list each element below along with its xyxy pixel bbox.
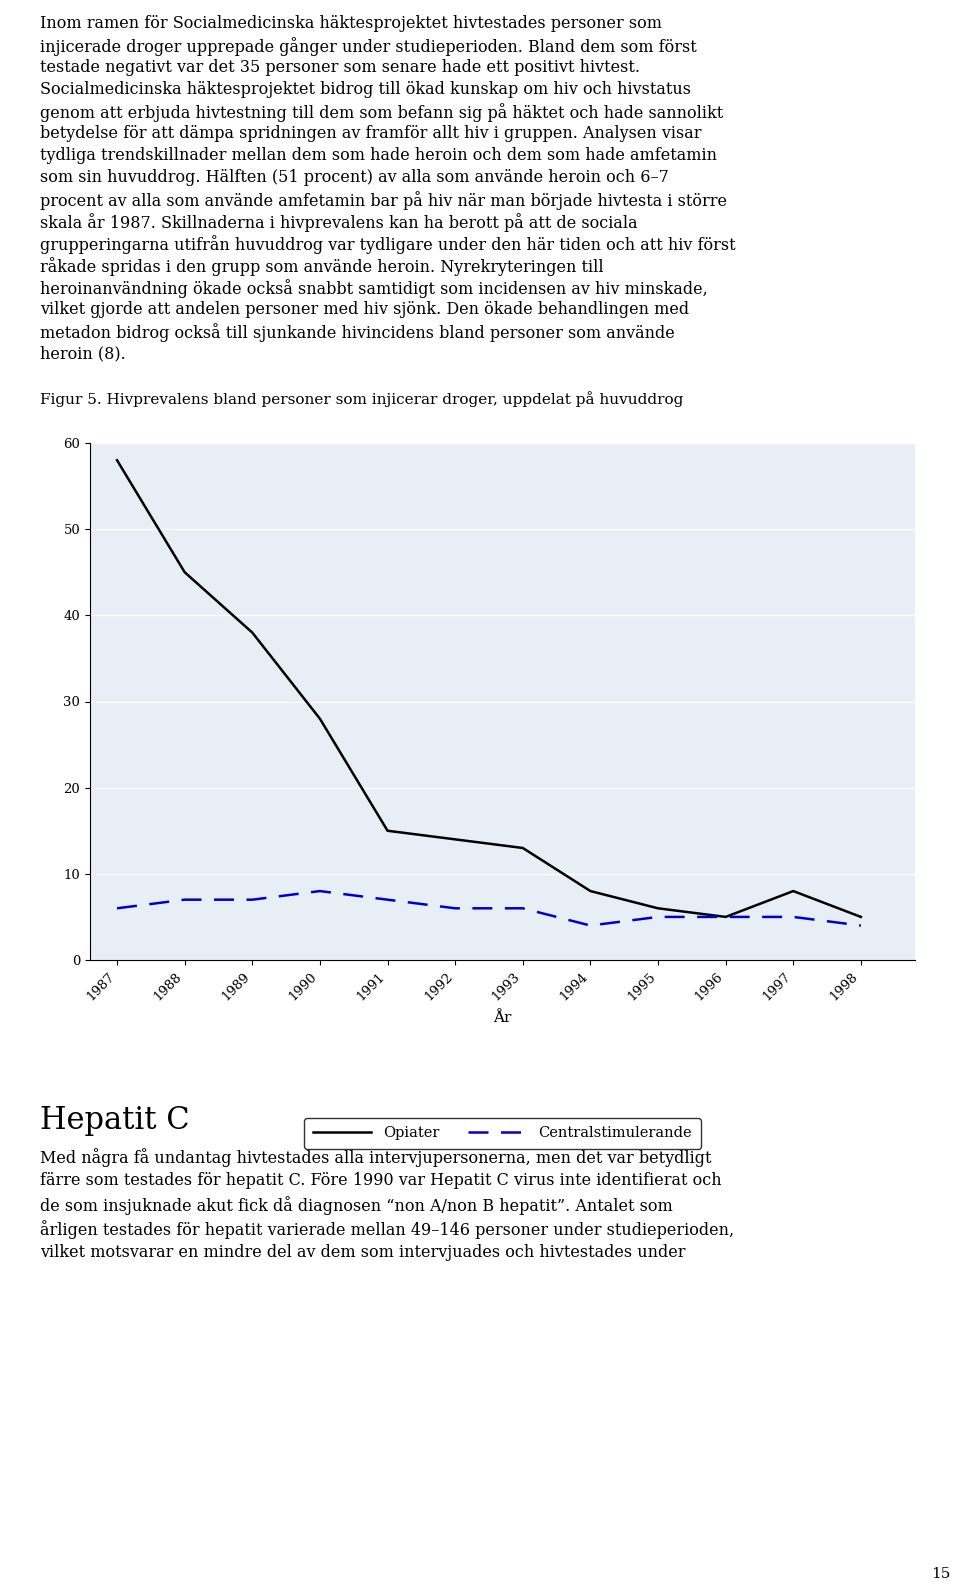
Text: tydliga trendskillnader mellan dem som hade heroin och dem som hade amfetamin: tydliga trendskillnader mellan dem som h… [40,147,717,164]
Text: betydelse för att dämpa spridningen av framför allt hiv i gruppen. Analysen visa: betydelse för att dämpa spridningen av f… [40,124,702,142]
Text: heroin (8).: heroin (8). [40,345,126,362]
Text: Inom ramen för Socialmedicinska häktesprojektet hivtestades personer som: Inom ramen för Socialmedicinska häktespr… [40,14,662,32]
Text: Figur 5. Hivprevalens bland personer som injicerar droger, uppdelat på huvuddrog: Figur 5. Hivprevalens bland personer som… [40,391,684,407]
Text: som sin huvuddrog. Hälften (51 procent) av alla som använde heroin och 6–7: som sin huvuddrog. Hälften (51 procent) … [40,169,669,187]
Text: årligen testades för hepatit varierade mellan 49–146 personer under studieperiod: årligen testades för hepatit varierade m… [40,1219,734,1238]
Text: genom att erbjuda hivtestning till dem som befann sig på häktet och hade sannoli: genom att erbjuda hivtestning till dem s… [40,104,723,121]
Text: procent av alla som använde amfetamin bar på hiv när man började hivtesta i stör: procent av alla som använde amfetamin ba… [40,192,727,211]
Text: metadon bidrog också till sjunkande hivincidens bland personer som använde: metadon bidrog också till sjunkande hivi… [40,322,675,342]
Text: Med några få undantag hivtestades alla intervjupersonerna, men det var betydligt: Med några få undantag hivtestades alla i… [40,1148,711,1167]
Text: testade negativt var det 35 personer som senare hade ett positivt hivtest.: testade negativt var det 35 personer som… [40,59,640,77]
Text: heroinanvändning ökade också snabbt samtidigt som incidensen av hiv minskade,: heroinanvändning ökade också snabbt samt… [40,279,708,298]
Text: färre som testades för hepatit C. Före 1990 var Hepatit C virus inte identifiera: färre som testades för hepatit C. Före 1… [40,1171,722,1189]
Text: de som insjuknade akut fick då diagnosen “non A/non B hepatit”. Antalet som: de som insjuknade akut fick då diagnosen… [40,1195,673,1215]
Text: råkade spridas i den grupp som använde heroin. Nyrekryteringen till: råkade spridas i den grupp som använde h… [40,257,604,276]
Text: injicerade droger upprepade gånger under studieperioden. Bland dem som först: injicerade droger upprepade gånger under… [40,37,697,56]
Text: 15: 15 [931,1567,950,1580]
Text: skala år 1987. Skillnaderna i hivprevalens kan ha berott på att de sociala: skala år 1987. Skillnaderna i hivprevale… [40,212,637,231]
Text: vilket gjorde att andelen personer med hiv sjönk. Den ökade behandlingen med: vilket gjorde att andelen personer med h… [40,302,689,318]
X-axis label: År: År [493,1012,512,1025]
Text: vilket motsvarar en mindre del av dem som intervjuades och hivtestades under: vilket motsvarar en mindre del av dem so… [40,1243,685,1261]
Legend: Opiater, Centralstimulerande: Opiater, Centralstimulerande [304,1117,701,1149]
Text: Hepatit C: Hepatit C [40,1104,190,1136]
Text: grupperingarna utifrån huvuddrog var tydligare under den här tiden och att hiv f: grupperingarna utifrån huvuddrog var tyd… [40,235,735,254]
Text: Socialmedicinska häktesprojektet bidrog till ökad kunskap om hiv och hivstatus: Socialmedicinska häktesprojektet bidrog … [40,81,691,97]
